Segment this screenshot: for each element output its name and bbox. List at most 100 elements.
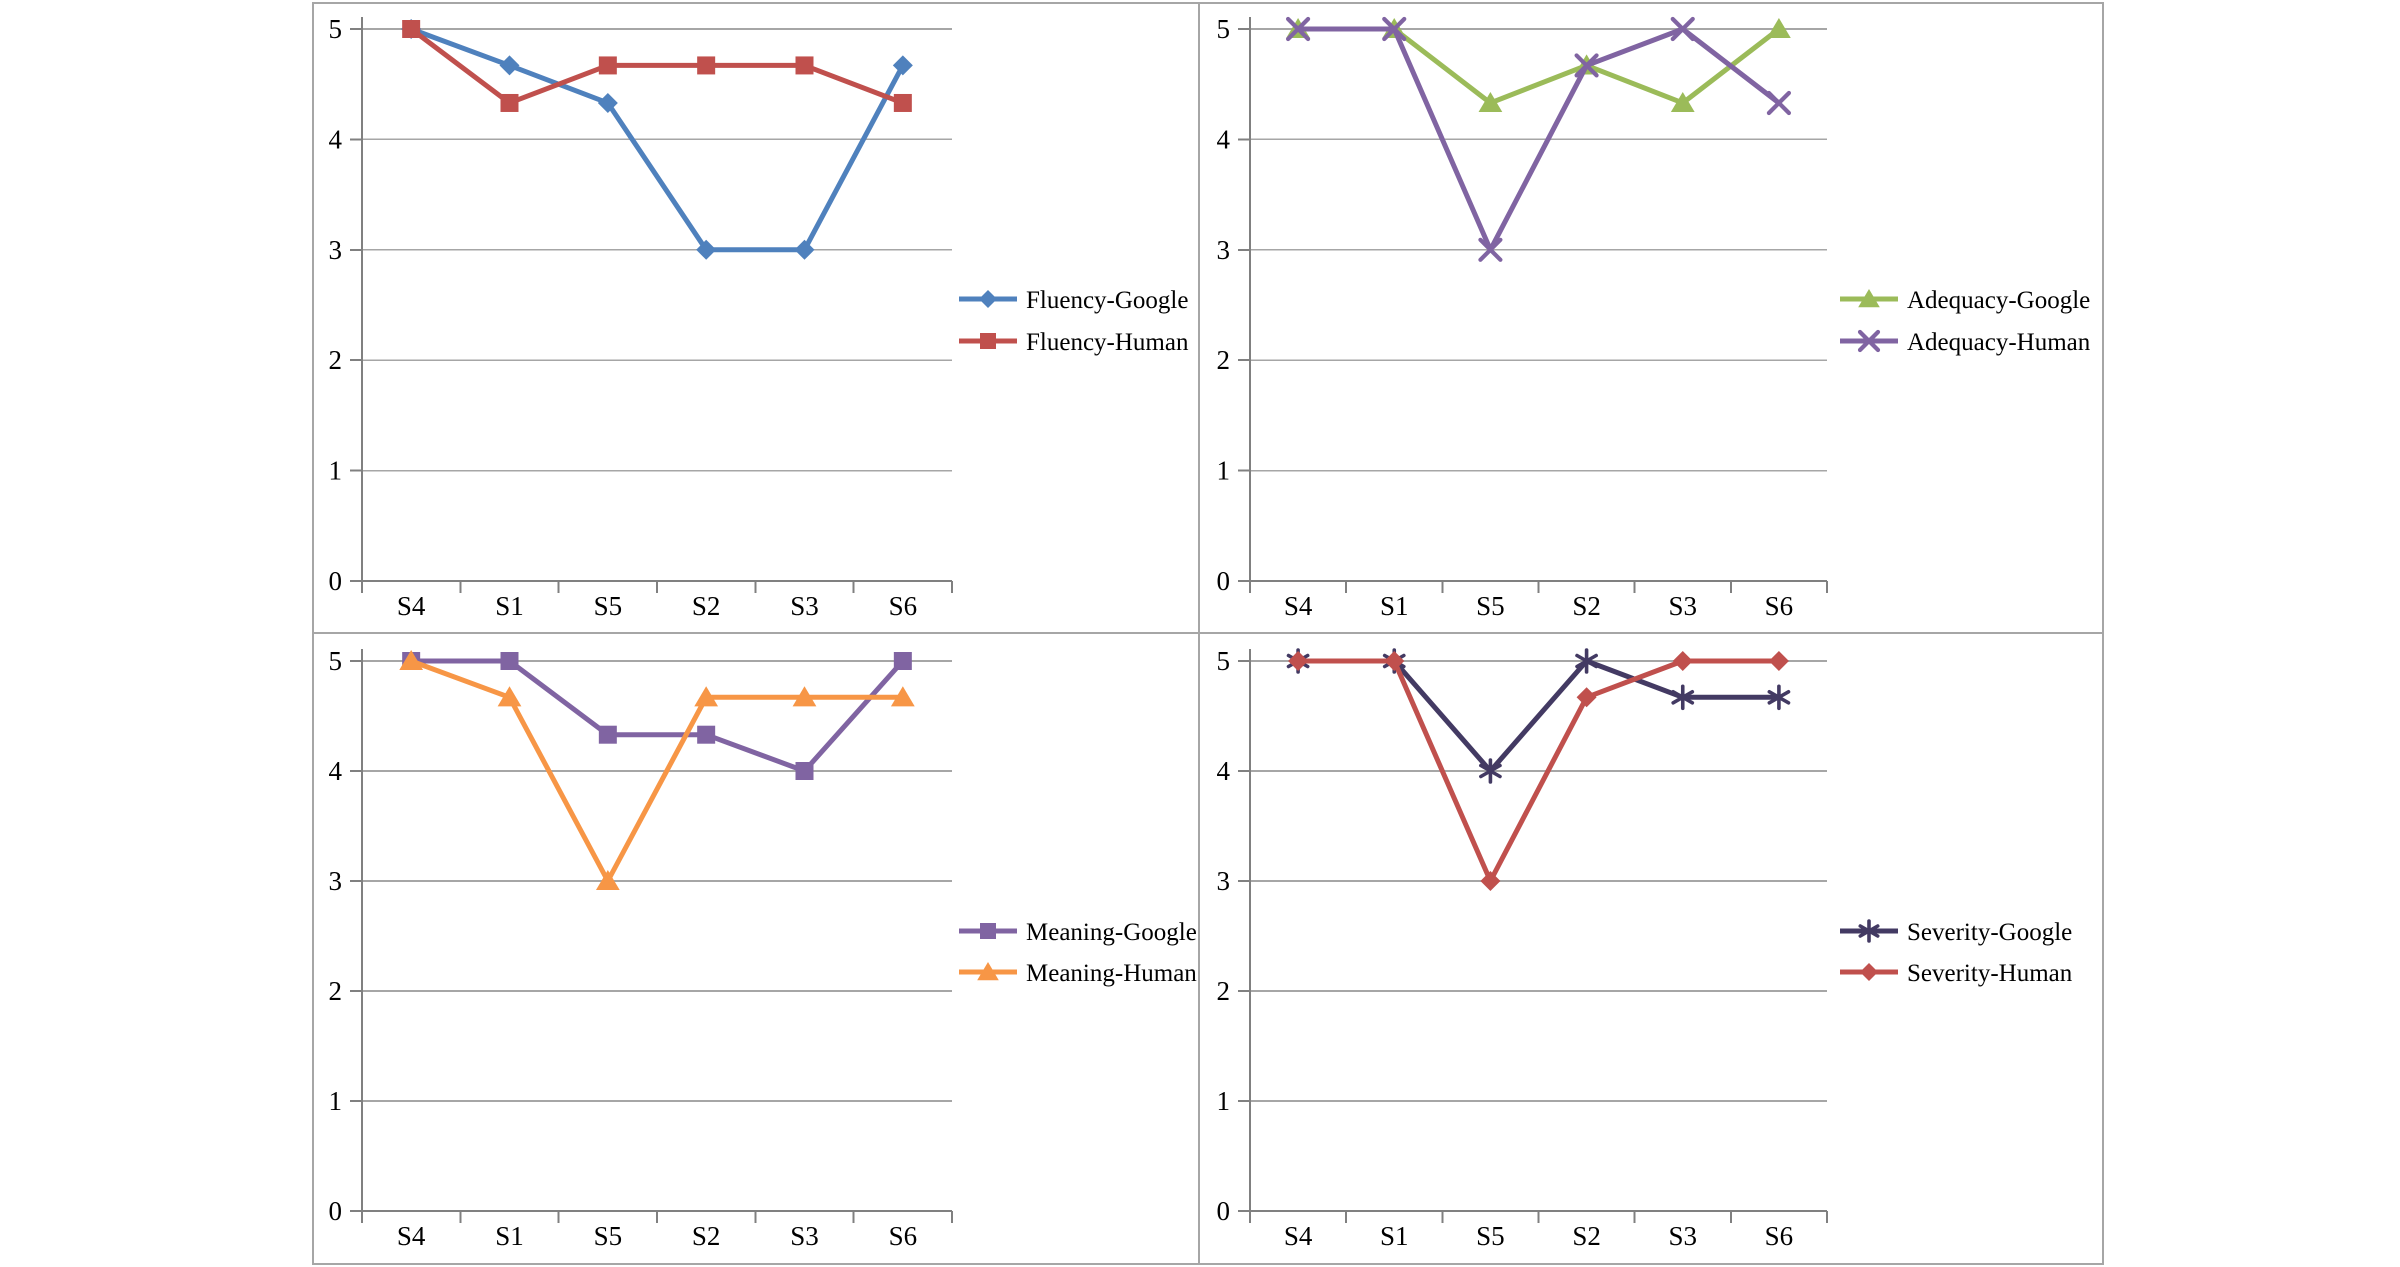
x-category-label-S2: S2 [1572,1221,1601,1251]
x-stroke [1478,237,1503,262]
x-category-label-S1: S1 [1380,591,1409,621]
series-line-meaning-human [408,658,906,884]
series-severity-human-s4-diamond-marker [1288,651,1309,671]
series-meaning-human-s3-triangle-marker [792,686,817,707]
series-severity-google-s3-asterisk-marker [1671,684,1695,711]
series-meaning-human-s4-triangle-marker [399,650,424,671]
meaning-chart: 0 1 2 3 4 5 S4 S1 S5 S2 S3 S6 Meaning-Google Meaning-… [329,646,1198,1251]
series-adequacy-human-s4-x-marker [1285,16,1311,42]
series-fluency-google-s3-diamond-marker [794,239,815,260]
chart-panel-meaning: 0 1 2 3 4 5 S4 S1 S5 S2 S3 S6 Meaning-Google Meaning-… [312,632,1200,1265]
asterisk-stroke [1858,924,1880,938]
x-category-label-S3: S3 [1668,1221,1697,1251]
x-category-label-S2: S2 [692,591,721,621]
y-tick-label-3: 3 [1217,866,1231,896]
x-stroke [1285,16,1311,42]
x-category-label-S6: S6 [1765,591,1794,621]
x-stroke [1670,16,1695,42]
series-line-adequacy-human [1295,26,1782,253]
x-category-label-S4: S4 [397,591,426,621]
y-tick-label-3: 3 [329,235,343,265]
x-stroke [1857,329,1881,353]
y-tick-label-3: 3 [1217,235,1231,265]
legend-label-adequacy-human: Adequacy-Human [1907,329,2091,356]
series-adequacy-google-s3-triangle-marker [1670,91,1695,112]
chart-panel-severity: 0 1 2 3 4 5 S4 S1 S5 S2 S3 S6 Severity-Google Severit… [1198,632,2104,1265]
legend-adequacy-human-x-marker [1857,329,1881,353]
y-tick-label-2: 2 [329,976,343,1006]
series-meaning-google-s5-square-marker [598,725,617,744]
series-adequacy-google-s5-triangle-marker [1478,91,1503,112]
series-meaning-google-s1-square-marker [500,652,519,670]
legend-meaning-human-triangle-marker [977,962,999,981]
y-tick-label-5: 5 [1217,646,1231,676]
series-line-adequacy-google [1295,26,1782,106]
series-fluency-human-s6-square-marker [893,93,912,112]
legend-severity-google-asterisk-marker [1858,919,1880,943]
series-fluency-google-s1-diamond-marker [499,55,520,76]
legend-adequacy-google-triangle-marker [1858,289,1880,308]
series-severity-google-s6-asterisk-marker [1767,684,1791,711]
y-tick-label-5: 5 [1217,14,1231,44]
series-adequacy-human-s3-x-marker [1670,16,1695,42]
asterisk-stroke [1479,763,1502,779]
x-category-label-S4: S4 [1284,1221,1313,1251]
series-adequacy-human-s2-x-marker [1574,53,1599,78]
series-meaning-google-s3-square-marker [795,762,814,780]
chart-panel-adequacy: 0 1 2 3 4 5 S4 S1 S5 S2 S3 S6 Adequacy-Google Adequac… [1198,2,2104,634]
series-line-severity-human [1295,658,1782,884]
x-stroke [1382,16,1407,42]
series-severity-human-s6-diamond-marker [1768,651,1789,671]
series-meaning-google-s6-square-marker [893,652,912,670]
y-tick-label-5: 5 [329,646,343,676]
legend-label-severity-human: Severity-Human [1907,960,2073,987]
series-meaning-human-s2-triangle-marker [694,686,719,707]
x-category-label-S6: S6 [889,591,918,621]
x-category-label-S3: S3 [790,591,819,621]
x-category-label-S1: S1 [495,591,524,621]
severity-chart: 0 1 2 3 4 5 S4 S1 S5 S2 S3 S6 Severity-Google Severit… [1217,646,2073,1251]
legend-meaning-google-square-marker [980,923,996,939]
series-line-meaning-google [408,658,906,774]
series-fluency-human-s2-square-marker [697,56,716,75]
x-category-label-S5: S5 [594,1221,623,1251]
series-line-severity-google [1295,658,1782,774]
series-severity-google-s2-asterisk-marker [1575,648,1598,674]
x-category-label-S2: S2 [692,1221,721,1251]
legend-label-fluency-google: Fluency-Google [1026,287,1188,314]
x-category-label-S5: S5 [1476,591,1505,621]
y-tick-label-0: 0 [1217,1196,1231,1226]
legend-label-meaning-google: Meaning-Google [1026,919,1197,946]
fluency-chart: 0 1 2 3 4 5 S4 S1 S5 S2 S3 S6 Fluency-Google Fluency-… [329,14,1189,621]
series-fluency-human-s5-square-marker [598,56,617,75]
series-meaning-human-s1-triangle-marker [497,686,522,707]
asterisk-stroke [1767,689,1791,705]
y-tick-label-1: 1 [1217,456,1231,486]
series-fluency-google-s2-diamond-marker [696,239,717,260]
x-category-label-S2: S2 [1572,591,1601,621]
x-category-label-S4: S4 [397,1221,426,1251]
y-tick-label-1: 1 [329,456,343,486]
y-tick-label-4: 4 [329,124,343,154]
x-category-label-S3: S3 [790,1221,819,1251]
x-category-label-S5: S5 [594,591,623,621]
legend-severity-human-diamond-marker [1860,963,1878,981]
y-tick-label-4: 4 [1217,756,1231,786]
x-category-label-S6: S6 [889,1221,918,1251]
y-tick-label-4: 4 [1217,124,1231,154]
series-adequacy-human-s6-x-marker [1766,90,1792,116]
x-category-label-S5: S5 [1476,1221,1505,1251]
y-tick-label-4: 4 [329,756,343,786]
legend-fluency-human-square-marker [980,333,996,349]
legend-label-meaning-human: Meaning-Human [1026,960,1197,987]
y-tick-label-0: 0 [329,566,343,596]
series-adequacy-human-s1-x-marker [1382,16,1407,42]
y-tick-label-0: 0 [329,1196,343,1226]
series-meaning-human-s6-triangle-marker [890,686,915,707]
series-fluency-google-s6-diamond-marker [892,55,913,76]
series-severity-human-s1-diamond-marker [1384,651,1405,671]
asterisk-stroke [1671,689,1695,705]
y-tick-label-2: 2 [1217,345,1231,375]
x-category-label-S6: S6 [1765,1221,1794,1251]
x-category-label-S1: S1 [1380,1221,1409,1251]
